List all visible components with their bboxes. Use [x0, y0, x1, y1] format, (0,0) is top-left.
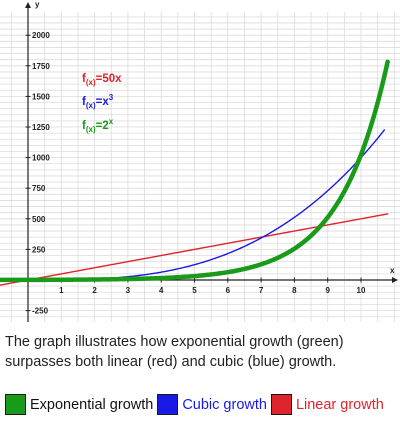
x-tick-label: 8 — [292, 286, 297, 295]
series-exponential-line — [0, 59, 390, 283]
legend-swatch-exponential — [5, 394, 26, 415]
x-tick-label: 10 — [357, 286, 366, 295]
function-plot: x y 1 2 3 4 5 6 7 8 9 10 -250 250 500 750 1000 1250 1500 17… — [0, 0, 400, 322]
y-axis-arrow — [25, 2, 31, 8]
formula-labels: f(x)=50x f(x)=x3 f(x)=2x — [82, 73, 122, 134]
x-tick-label: 1 — [59, 286, 64, 295]
legend-label-exponential: Exponential growth — [30, 396, 154, 413]
x-tick-label: 3 — [126, 286, 131, 295]
x-tick-label: 6 — [226, 286, 231, 295]
y-tick-label: 500 — [32, 215, 46, 224]
x-tick-label: 7 — [259, 286, 264, 295]
y-tick-label: 250 — [32, 245, 46, 254]
y-tick-label: 1250 — [32, 123, 50, 132]
x-axis-label: x — [390, 266, 395, 275]
legend-swatch-cubic — [157, 394, 179, 415]
legend-label-linear: Linear growth — [295, 396, 384, 413]
caption: The graph illustrates how exponential gr… — [5, 334, 344, 370]
x-tick-label: 4 — [159, 286, 164, 295]
x-tick-label: 2 — [92, 286, 97, 295]
y-tick-label: 1500 — [32, 92, 50, 101]
legend-item-linear: Linear growth — [270, 394, 384, 415]
y-tick-label: 1000 — [32, 154, 50, 163]
legend: Exponential growth Cubic growth Linear g… — [5, 394, 388, 415]
legend-item-exponential: Exponential growth — [5, 394, 153, 415]
y-tick-label: 750 — [32, 184, 46, 193]
formula-label: f(x)=2x — [82, 117, 114, 134]
legend-item-cubic: Cubic growth — [157, 394, 267, 415]
curves — [0, 59, 390, 286]
x-axis-arrow — [392, 277, 398, 283]
formula-label: f(x)=x3 — [82, 93, 114, 110]
axes: x y 1 2 3 4 5 6 7 8 9 10 -250 250 500 750 1000 1250 1500 17… — [0, 0, 398, 322]
legend-label-cubic: Cubic growth — [182, 396, 267, 413]
formula-label: f(x)=50x — [82, 73, 122, 87]
x-tick-label: 5 — [192, 286, 197, 295]
y-tick-label: 1750 — [32, 62, 50, 71]
y-tick-label: -250 — [32, 307, 49, 316]
legend-swatch-linear — [270, 394, 292, 415]
x-tick-label: 9 — [325, 286, 330, 295]
y-axis-label: y — [35, 0, 40, 9]
series-cubic-line — [0, 129, 386, 281]
y-tick-label: 2000 — [32, 31, 50, 40]
